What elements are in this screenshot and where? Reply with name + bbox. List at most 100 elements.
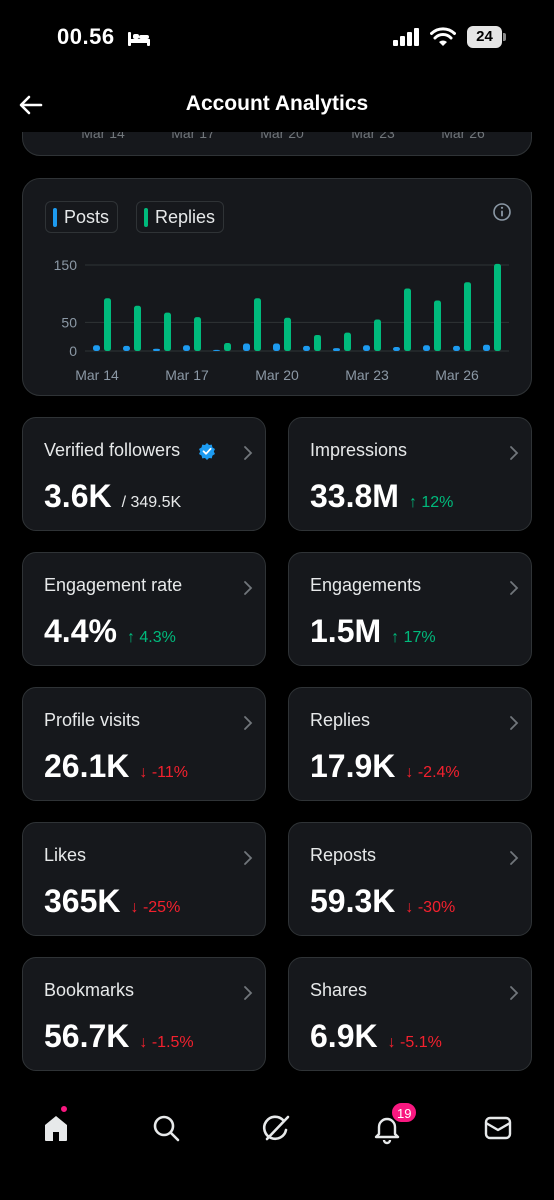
stat-card-shares[interactable]: Shares 6.9K ↓ -5.1%	[288, 957, 532, 1071]
stat-change: ↓ -30%	[405, 899, 456, 916]
stat-value: 4.4%	[44, 613, 117, 649]
bar-replies	[254, 298, 261, 351]
stat-value: 1.5M	[310, 613, 382, 649]
back-arrow-icon[interactable]	[16, 90, 46, 120]
stat-value: 6.9K	[310, 1018, 378, 1054]
legend-label: Posts	[64, 206, 110, 227]
bar-replies	[494, 263, 501, 351]
bar-replies	[374, 319, 381, 351]
stat-value: 33.8M	[310, 478, 399, 514]
bar-posts	[483, 344, 490, 351]
stat-value: 365K	[44, 883, 121, 919]
bar-posts	[243, 343, 250, 351]
bar-replies	[224, 342, 231, 351]
bar-replies	[434, 300, 441, 351]
stat-label: Impressions	[310, 440, 408, 460]
stat-label: Engagements	[310, 575, 422, 595]
bar-posts	[303, 345, 310, 351]
stat-label: Verified followers	[44, 440, 181, 460]
bar-posts	[423, 345, 430, 351]
bar-posts	[153, 348, 160, 351]
bar-posts	[333, 348, 340, 351]
chevron-right-icon	[510, 446, 519, 460]
wifi-icon	[430, 27, 456, 46]
stat-change: ↓ -2.4%	[405, 764, 460, 781]
stat-value-row: 365K ↓ -25%	[44, 883, 180, 920]
verified-badge-icon	[199, 443, 215, 460]
legend-posts[interactable]: Posts	[45, 201, 119, 233]
stat-change: ↑ 4.3%	[126, 629, 176, 646]
stat-value: 59.3K	[310, 883, 396, 919]
legend-swatch-posts	[53, 207, 57, 227]
grok-icon[interactable]	[257, 1108, 297, 1148]
bar-posts	[453, 345, 460, 351]
stat-card-engagement-rate[interactable]: Engagement rate 4.4% ↑ 4.3%	[22, 552, 266, 666]
chevron-right-icon	[244, 986, 253, 1000]
bar-replies	[404, 288, 411, 351]
bar-replies	[194, 317, 201, 351]
legend-label: Replies	[155, 206, 216, 227]
chevron-right-icon	[510, 851, 519, 865]
bar-replies	[344, 332, 351, 351]
home-icon[interactable]	[36, 1108, 76, 1148]
bar-posts	[123, 345, 130, 351]
bar-chart: 0 50 150 Mar 14 Mar 17 Mar 20 Mar 23 Mar 26	[54, 257, 509, 383]
status-bar: 00.56 24	[0, 0, 554, 76]
stat-change: ↑ 12%	[408, 494, 454, 511]
header: Account Analytics	[0, 76, 554, 132]
stat-value-row: 56.7K ↓ -1.5%	[44, 1018, 194, 1055]
stat-label: Bookmarks	[44, 980, 135, 1000]
chevron-right-icon	[510, 986, 519, 1000]
stat-change: ↑ 17%	[391, 629, 436, 646]
stat-card-verified-followers[interactable]: Verified followers 3.6K / 349.5K	[22, 417, 266, 531]
search-icon[interactable]	[146, 1108, 186, 1148]
info-icon[interactable]	[492, 202, 512, 222]
stat-card-impressions[interactable]: Impressions 33.8M ↑ 12%	[288, 417, 532, 531]
stat-label: Profile visits	[44, 710, 141, 730]
bar-replies	[164, 312, 171, 351]
home-unread-dot	[60, 1105, 68, 1113]
bar-posts	[393, 346, 400, 351]
sleep-focus-icon	[128, 32, 150, 46]
stat-label: Replies	[310, 710, 371, 730]
legend-replies[interactable]: Replies	[136, 201, 225, 233]
stat-value-row: 26.1K ↓ -11%	[44, 748, 188, 785]
bar-posts	[213, 349, 220, 351]
bar-posts	[363, 345, 370, 351]
bottom-nav: 19	[0, 1090, 554, 1200]
messages-icon[interactable]	[478, 1108, 518, 1148]
page-title: Account Analytics	[185, 92, 369, 115]
stat-card-likes[interactable]: Likes 365K ↓ -25%	[22, 822, 266, 936]
y-tick-label: 0	[69, 343, 77, 359]
stat-card-bookmarks[interactable]: Bookmarks 56.7K ↓ -1.5%	[22, 957, 266, 1071]
notifications-icon[interactable]	[367, 1108, 407, 1148]
battery-icon: 24	[467, 26, 507, 48]
battery-level: 24	[467, 26, 502, 48]
stat-value-row: 1.5M ↑ 17%	[310, 613, 436, 650]
stat-total: / 349.5K	[121, 494, 182, 511]
stat-value-row: 59.3K ↓ -30%	[310, 883, 455, 920]
cellular-signal-icon	[393, 28, 419, 46]
stat-card-engagements[interactable]: Engagements 1.5M ↑ 17%	[288, 552, 532, 666]
stat-change: ↓ -11%	[139, 764, 188, 781]
stat-card-replies[interactable]: Replies 17.9K ↓ -2.4%	[288, 687, 532, 801]
chevron-right-icon	[244, 851, 253, 865]
stat-change: ↓ -25%	[130, 899, 181, 916]
stat-card-reposts[interactable]: Reposts 59.3K ↓ -30%	[288, 822, 532, 936]
bar-replies	[464, 282, 471, 351]
x-tick-label: Mar 20	[255, 367, 299, 383]
stat-value: 26.1K	[44, 748, 130, 784]
bar-replies	[104, 298, 111, 351]
x-tick-label: Mar 26	[435, 367, 479, 383]
stat-change: ↓ -1.5%	[139, 1034, 194, 1051]
stat-value-row: 3.6K / 349.5K	[44, 478, 181, 515]
bar-replies	[134, 305, 141, 351]
chevron-right-icon	[244, 581, 253, 595]
stat-value-row: 33.8M ↑ 12%	[310, 478, 453, 515]
legend-swatch-replies	[144, 207, 148, 227]
stat-card-profile-visits[interactable]: Profile visits 26.1K ↓ -11%	[22, 687, 266, 801]
status-time: 00.56	[57, 24, 115, 49]
stat-change: ↓ -5.1%	[387, 1034, 442, 1051]
x-tick-label: Mar 17	[165, 367, 209, 383]
bar-posts	[183, 345, 190, 351]
